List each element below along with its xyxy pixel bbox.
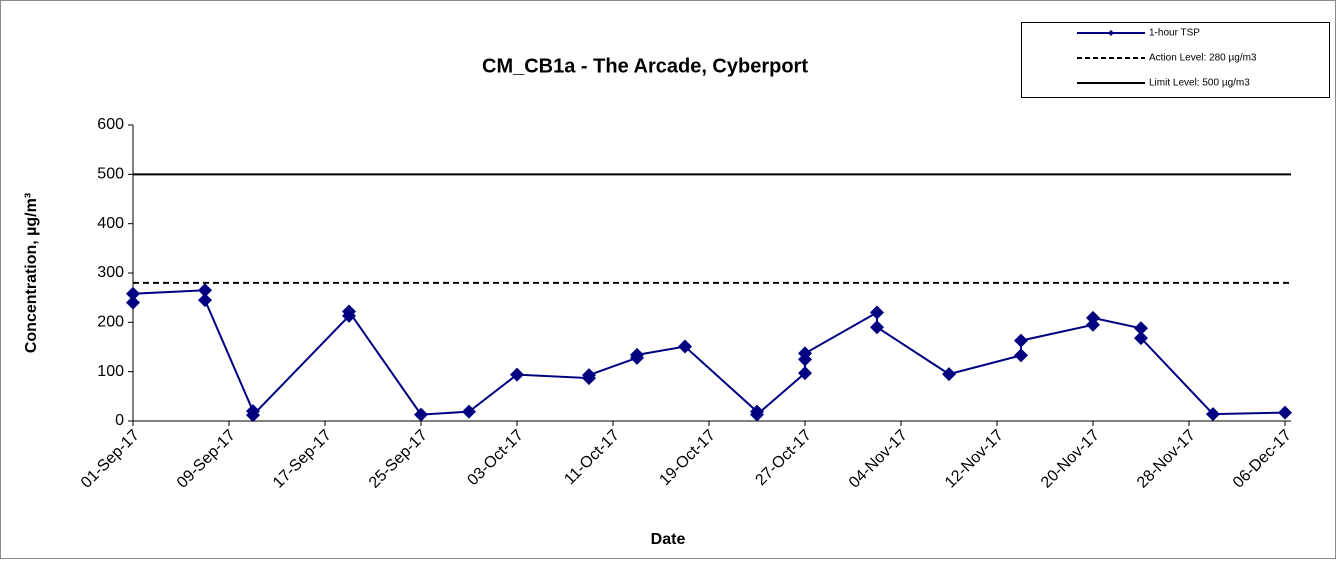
chart-title: CM_CB1a - The Arcade, Cyberport <box>482 55 808 77</box>
legend-label: Limit Level: 500 µg/m3 <box>1149 78 1250 89</box>
data-point <box>1278 405 1292 420</box>
y-tick-label: 500 <box>97 166 124 183</box>
data-point <box>1014 348 1028 363</box>
data-line <box>132 289 1286 418</box>
data-point <box>1086 310 1100 325</box>
data-point <box>342 304 356 319</box>
legend-label: 1-hour TSP <box>1149 28 1200 39</box>
data-point <box>246 408 260 423</box>
legend-label: Action Level: 280 µg/m3 <box>1149 53 1257 64</box>
y-tick-label: 400 <box>97 215 124 232</box>
x-axis-label: Date <box>651 531 686 548</box>
data-point <box>126 286 140 301</box>
y-axis-label: Concentration, µg/m³ <box>23 193 40 353</box>
data-point <box>798 346 812 361</box>
data-point <box>582 368 596 383</box>
data-point <box>198 283 212 298</box>
y-tick-label: 0 <box>115 412 124 429</box>
data-point <box>870 305 884 320</box>
data-point <box>870 320 884 335</box>
data-point <box>126 295 140 310</box>
data-point <box>1134 321 1148 336</box>
y-tick-label: 200 <box>97 314 124 331</box>
data-point <box>1014 333 1028 348</box>
data-point <box>678 339 692 354</box>
data-point <box>750 407 764 422</box>
data-point <box>198 293 212 308</box>
y-tick-label: 300 <box>97 264 124 281</box>
legend-marker <box>1108 30 1114 36</box>
data-point <box>1206 407 1220 422</box>
data-point <box>1134 331 1148 346</box>
data-point <box>462 404 476 419</box>
y-tick-label: 100 <box>97 363 124 380</box>
data-point <box>798 366 812 381</box>
data-point <box>414 407 428 422</box>
y-tick-label: 600 <box>97 116 124 133</box>
legend-box <box>1021 22 1330 98</box>
data-point <box>942 367 956 382</box>
data-point <box>630 347 644 362</box>
data-point <box>510 367 524 382</box>
